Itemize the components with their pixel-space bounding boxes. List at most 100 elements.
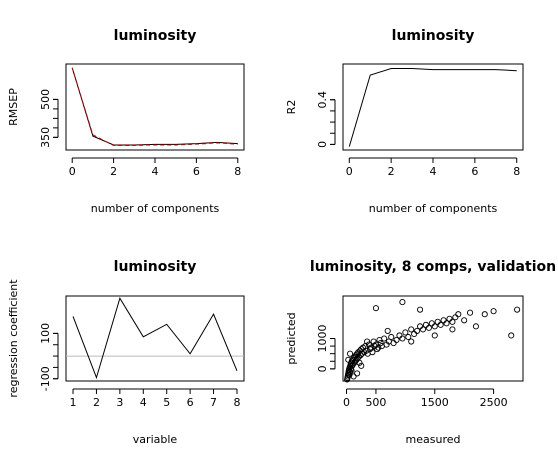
x-tick-label: 8 [233, 396, 240, 409]
scatter-point [356, 359, 363, 366]
scatter-point [431, 332, 438, 339]
scatter-point [347, 350, 354, 357]
y-tick-label: -100 [39, 366, 52, 391]
x-axis-label: number of components [91, 202, 220, 215]
y-tick-label: 1000 [316, 325, 329, 353]
x-tick-label: 1 [70, 396, 77, 409]
y-tick-label: 500 [39, 89, 52, 110]
y-tick-label: 350 [39, 127, 52, 148]
panel-rmsep: luminosity 0 2 4 6 8 350 500 number of component… [7, 28, 245, 215]
scatter-point [417, 323, 424, 330]
series-line [71, 67, 238, 146]
x-tick-label: 6 [187, 396, 194, 409]
x-tick-label: 6 [193, 165, 200, 178]
series-line [71, 67, 238, 146]
x-tick-label: 2 [93, 396, 100, 409]
scatter-point [446, 315, 453, 322]
plot-frame [65, 295, 245, 382]
series-line [72, 297, 238, 380]
scatter-point [375, 344, 382, 351]
scatter-point [490, 308, 497, 315]
scatter-point [417, 306, 424, 313]
scatter-point [388, 333, 395, 341]
scatter-point [472, 323, 479, 330]
x-tick-label: 4 [152, 165, 159, 178]
panel-coef: luminosity 1 2 3 4 5 6 7 8 -100 100 variable regress… [7, 259, 245, 446]
scatter-point [377, 340, 384, 347]
y-axis-label: predicted [285, 312, 298, 364]
scatter-point [381, 335, 388, 342]
y-tick-label: 0 [316, 365, 329, 372]
scatter-point [372, 305, 379, 312]
scatter-point [434, 318, 441, 325]
x-tick-label: 5 [163, 396, 170, 409]
scatter-point [402, 329, 409, 336]
y-axis-label: R2 [285, 100, 298, 115]
scatter-point [408, 338, 415, 345]
scatter-point [452, 314, 459, 321]
scatter-point [348, 367, 355, 374]
x-axis-label: number of components [369, 202, 498, 215]
scatter-point [422, 321, 429, 328]
scatter-point [364, 338, 371, 345]
scatter-point [411, 330, 418, 337]
scatter-point [481, 311, 488, 318]
x-tick-label: 7 [210, 396, 217, 409]
scatter-point [425, 324, 432, 331]
x-tick-label: 4 [430, 165, 437, 178]
x-tick-label: 3 [116, 396, 123, 409]
scatter-point [467, 309, 474, 316]
scatter-point [399, 299, 406, 306]
scatter-point [440, 317, 447, 324]
x-tick-label: 0 [69, 165, 76, 178]
scatter-point [449, 318, 456, 325]
x-tick-label: 6 [471, 165, 478, 178]
panel-pred: luminosity, 8 comps, validation 0 500 1500 2… [285, 259, 556, 446]
chart-title: luminosity [114, 28, 197, 44]
scatter-point [443, 320, 450, 327]
scatter-point [357, 352, 364, 359]
scatter-point [396, 332, 403, 339]
x-tick-label: 500 [365, 396, 386, 409]
x-tick-label: 0 [346, 165, 353, 178]
scatter-point [419, 326, 427, 333]
x-tick-label: 2500 [480, 396, 508, 409]
scatter-point [408, 326, 415, 333]
scatter-point [405, 333, 412, 341]
scatter-point [350, 373, 357, 380]
scatter-point [374, 346, 381, 353]
y-axis-label: RMSEP [7, 88, 20, 126]
scatter-point [358, 362, 365, 369]
scatter-point [347, 368, 354, 375]
scatter-point [390, 340, 397, 347]
y-tick-label: 0 [316, 141, 329, 148]
scatter-point [345, 356, 352, 363]
y-tick-label: 0.4 [316, 91, 329, 109]
scatter-point [354, 370, 361, 377]
x-tick-label: 2 [110, 165, 117, 178]
scatter-point [384, 327, 391, 334]
panel-r2: luminosity 0 2 4 6 8 0 0.4 number of components R… [285, 28, 524, 215]
scatter-point [514, 306, 521, 313]
x-tick-label: 8 [513, 165, 520, 178]
scatter-point [449, 326, 456, 333]
scatter-point [414, 327, 421, 334]
series-line [348, 67, 517, 147]
x-tick-label: 1500 [421, 396, 449, 409]
scatter-point [393, 336, 400, 344]
plot-frame [342, 295, 524, 382]
x-tick-label: 4 [140, 396, 147, 409]
scatter-point [363, 347, 370, 354]
x-tick-label: 2 [388, 165, 395, 178]
y-tick-label: 100 [39, 323, 52, 344]
chart-title: luminosity, 8 comps, validation [310, 259, 556, 275]
x-tick-label: 8 [234, 165, 241, 178]
x-axis-label: variable [133, 433, 178, 446]
plot-frame [65, 63, 245, 151]
scatter-point [369, 349, 376, 356]
scatter-point [428, 320, 435, 327]
scatter-point [508, 332, 515, 339]
scatter-point [455, 311, 462, 318]
scatter-point [399, 335, 406, 342]
